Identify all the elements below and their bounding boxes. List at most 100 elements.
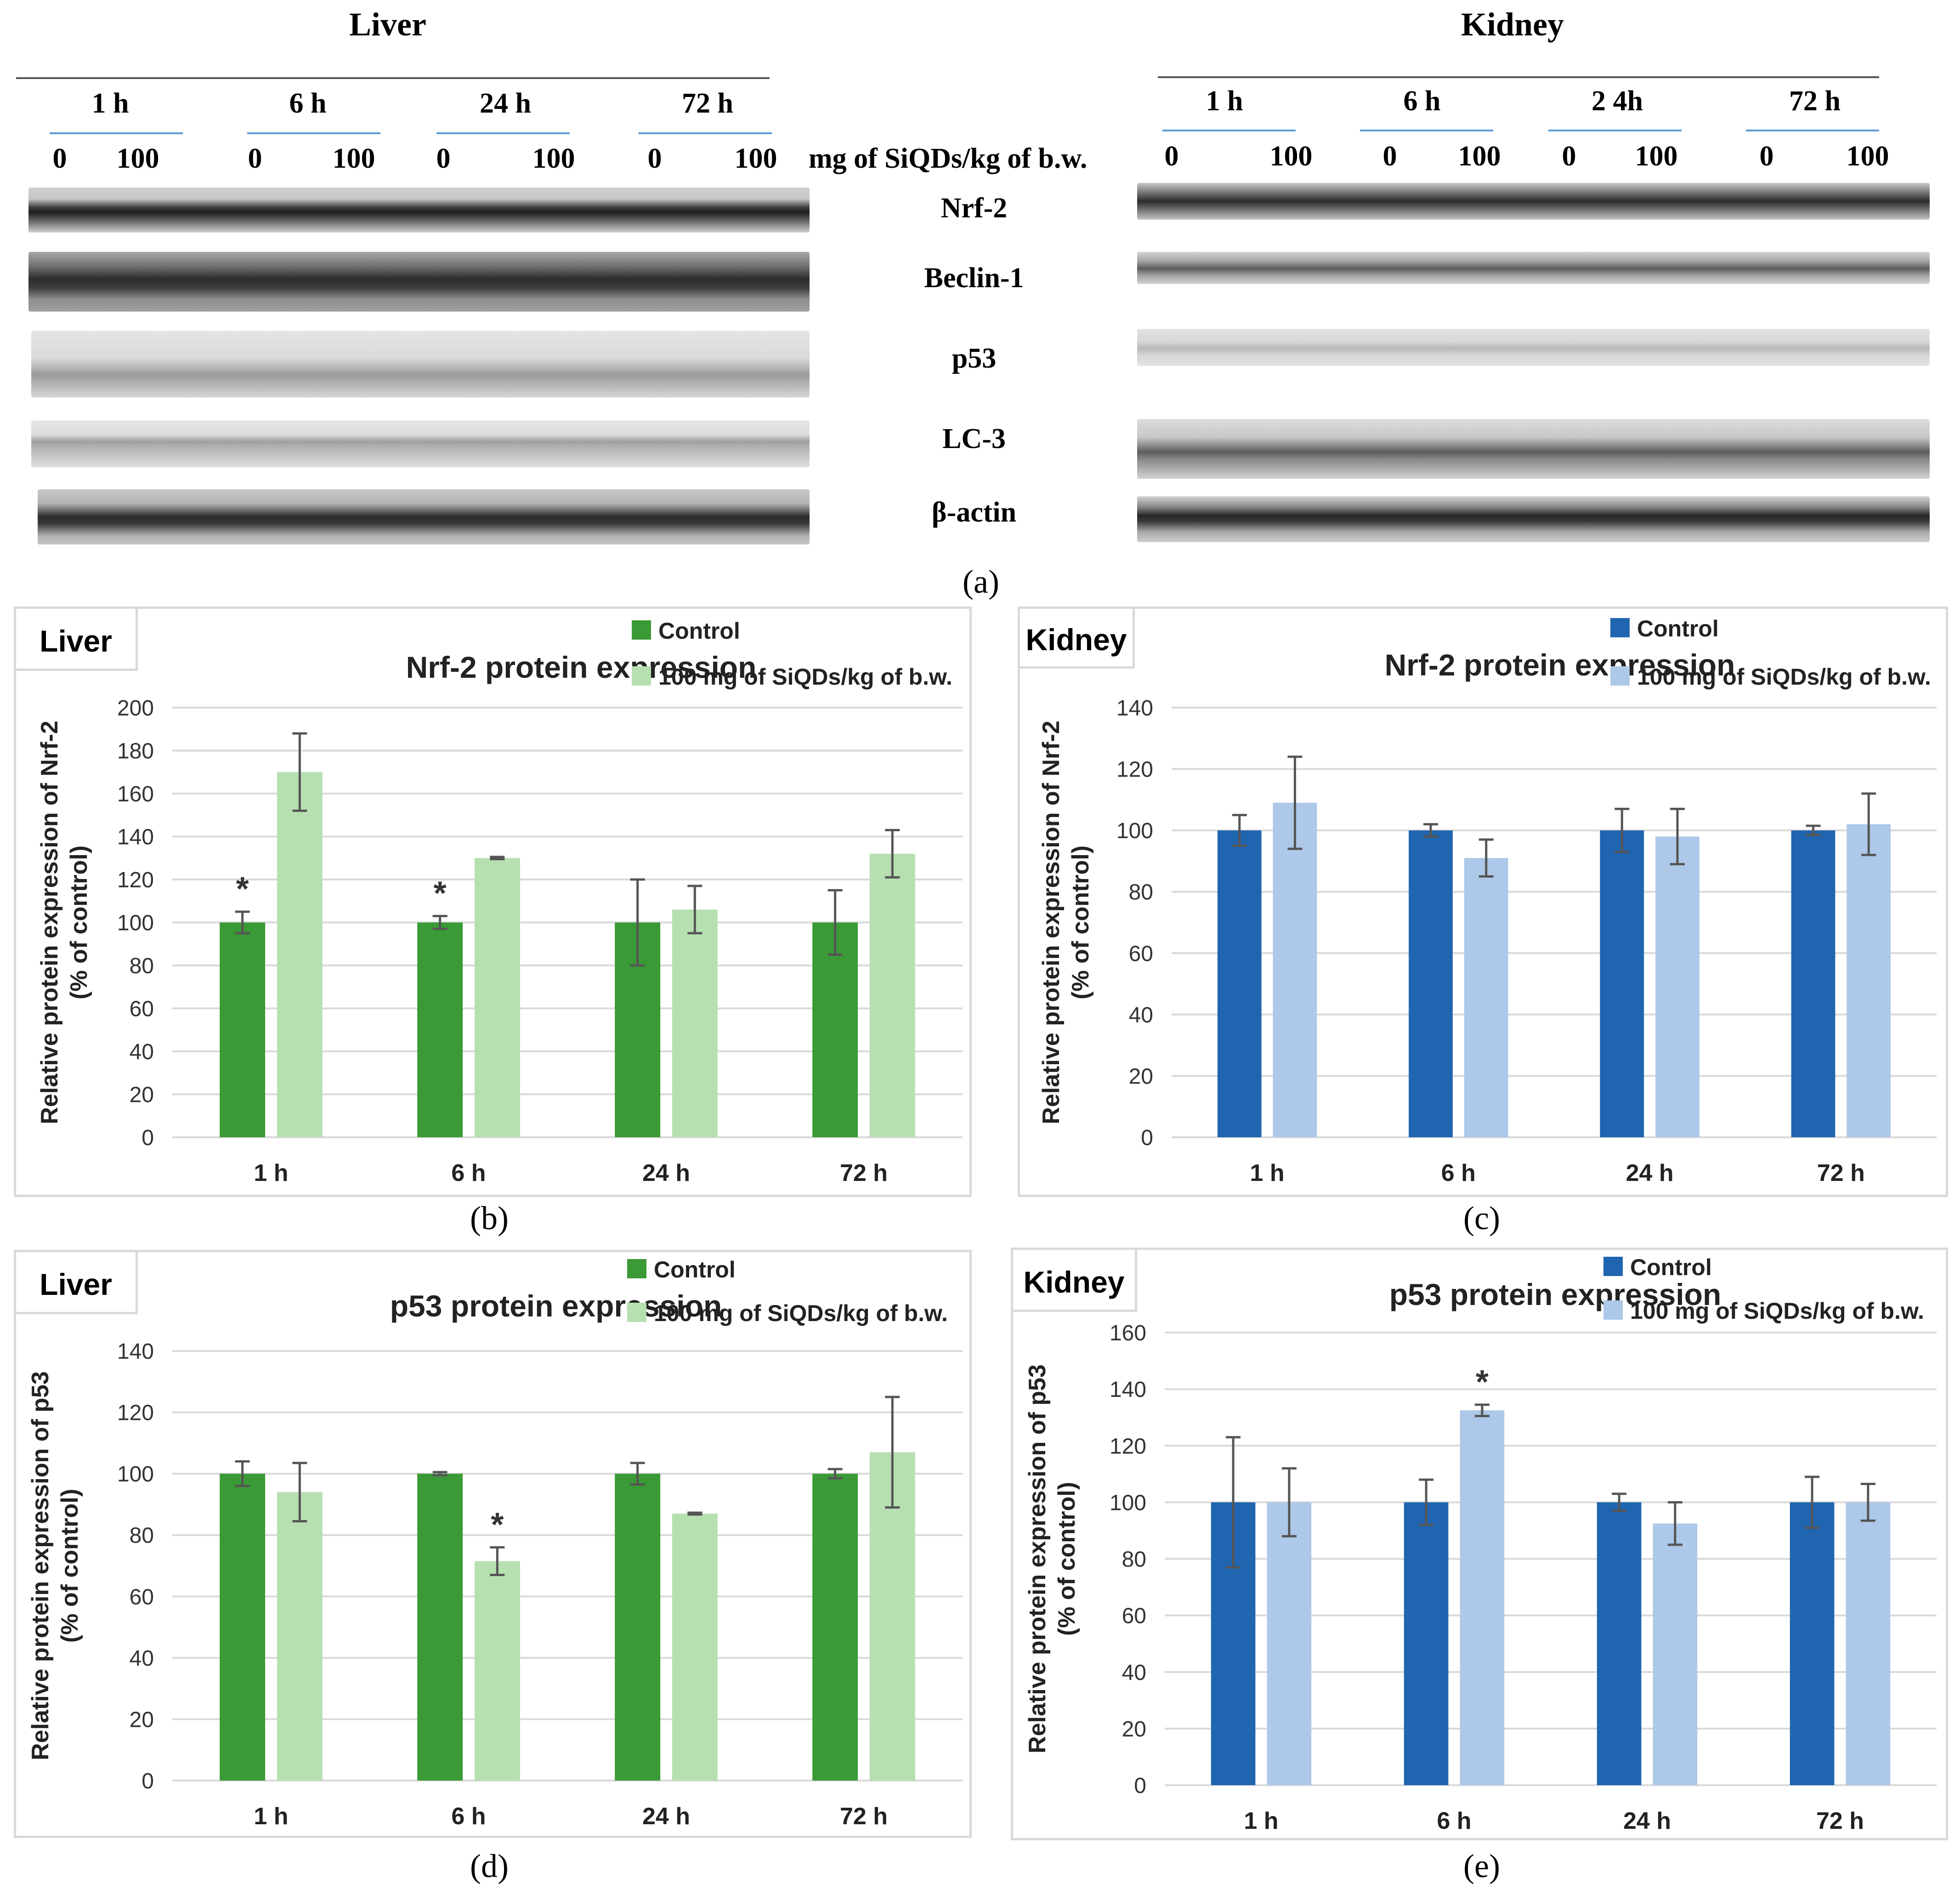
y-tick-label: 20 [130,1708,154,1732]
kidney-blot-title: Kidney [1461,6,1564,43]
x-tick-label: 1 h [1244,1808,1278,1834]
panel-label-e: (e) [1463,1848,1500,1884]
dose-unit-label: mg of SiQDs/kg of b.w. [809,143,1088,174]
x-tick-label: 24 h [642,1803,690,1830]
kidney-dose: 0 [1562,141,1576,172]
y-tick-label: 100 [1110,1491,1146,1515]
bar [1791,830,1835,1137]
y-tick-label: 140 [1110,1378,1146,1402]
y-tick-label: 40 [1129,1003,1153,1027]
y-tick-label: 140 [117,825,154,850]
liver-blot-p53 [31,331,810,397]
kidney-dose: 100 [1269,141,1313,172]
chart-svg: Nrf-2 protein expression Control 100 mg of… [36,618,963,1186]
x-tick-label: 1 h [1250,1160,1285,1186]
y-tick-label: 80 [1122,1548,1146,1572]
y-axis-label-line: Relative protein expression of Nrf-2 [1038,721,1065,1124]
chart-tag: Kidney [1011,1248,1137,1312]
legend-label: Control [1630,1254,1712,1280]
liver-blot-beclin1 [28,252,810,312]
protein-label-lc3: LC-3 [942,423,1006,454]
panel-label-b: (b) [470,1200,509,1237]
liver-timepoint-underline [247,132,380,134]
y-tick-label: 0 [142,1769,154,1793]
liver-timepoint: 6 h [289,88,327,119]
bar [277,1492,323,1781]
liver-blot-beta-actin [38,489,810,545]
protein-label-beclin1: Beclin-1 [924,262,1024,294]
y-axis-label-line: Relative protein expression of p53 [27,1371,54,1760]
kidney-timepoint: 72 h [1789,85,1841,117]
liver-blot-nrf2 [28,187,810,233]
bar [1404,1502,1449,1785]
chart-title: p53 protein expression [1389,1277,1722,1311]
y-tick-label: 20 [130,1083,154,1107]
chart-svg: p53 protein expression Control 100 mg of S… [27,1257,963,1830]
legend-swatch [632,620,651,640]
y-axis-label-line: (% of control) [57,1489,83,1643]
liver-dose: 0 [436,143,451,174]
liver-timepoint: 72 h [682,88,733,119]
x-tick-label: 6 h [451,1803,486,1830]
x-tick-label: 6 h [1437,1808,1471,1834]
kidney-dose: 100 [1846,141,1889,172]
y-tick-label: 100 [117,911,154,936]
y-tick-label: 0 [142,1126,154,1150]
kidney-header-rule [1158,76,1879,78]
y-tick-label: 20 [1129,1064,1153,1089]
legend-label: 100 mg of SiQDs/kg of b.w. [1637,664,1931,690]
legend-swatch [1603,1257,1623,1276]
bar [1460,1410,1505,1785]
liver-dose: 0 [52,143,67,174]
x-tick-label: 24 h [642,1160,690,1186]
bar [1846,1502,1891,1785]
kidney-blot-nrf2 [1137,183,1930,220]
liver-blot-title: Liver [349,6,426,43]
y-tick-label: 80 [130,1524,154,1548]
kidney-blot-beclin1 [1137,252,1930,284]
bar [220,922,266,1137]
protein-label-beta-actin: β-actin [931,497,1017,528]
liver-header-rule [16,77,770,79]
kidney-blot-p53 [1137,329,1930,366]
chart-title: p53 protein expression [390,1289,722,1323]
bar [672,909,718,1137]
bar [277,772,323,1137]
legend-label: Control [654,1257,736,1282]
legend-label: 100 mg of SiQDs/kg of b.w. [658,664,952,690]
kidney-blot-lc3 [1137,419,1930,479]
legend-label: Control [1637,616,1719,641]
x-tick-label: 1 h [254,1803,288,1830]
x-tick-label: 72 h [840,1160,888,1186]
bar [1267,1502,1312,1785]
kidney-timepoint-underline [1746,130,1879,131]
bar [474,858,520,1137]
bar [1847,824,1891,1137]
chart-tag: Kidney [1018,607,1135,669]
protein-label-nrf2: Nrf-2 [940,193,1008,224]
liver-dose: 100 [734,143,777,174]
y-tick-label: 160 [1110,1321,1146,1345]
x-tick-label: 24 h [1626,1160,1674,1186]
y-tick-label: 60 [1122,1604,1146,1628]
bar [417,1474,463,1781]
y-axis-label-line: (% of control) [1067,845,1094,999]
bar [1409,830,1453,1137]
y-tick-label: 40 [130,1646,154,1671]
y-tick-label: 60 [130,1585,154,1609]
bar [1655,836,1699,1137]
kidney-dose: 0 [1164,141,1179,172]
legend-swatch [627,1259,646,1278]
bar [417,922,463,1137]
x-tick-label: 24 h [1623,1808,1671,1834]
x-tick-label: 72 h [1817,1160,1865,1186]
y-axis-label-line: (% of control) [1054,1482,1080,1636]
significance-mark: * [1476,1364,1489,1401]
bar [672,1513,718,1781]
legend-swatch [627,1303,646,1322]
y-tick-label: 0 [1134,1774,1146,1798]
x-tick-label: 72 h [1816,1808,1864,1834]
legend-swatch [1603,1300,1623,1320]
chart-title: Nrf-2 protein expression [1385,648,1735,682]
y-tick-label: 120 [1116,758,1153,782]
